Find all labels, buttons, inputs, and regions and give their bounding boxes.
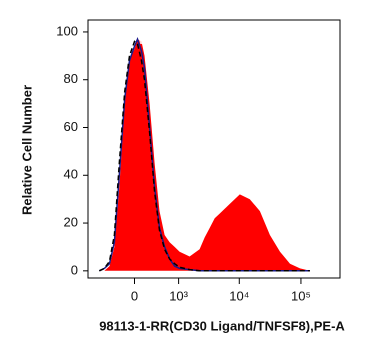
watermark: WWW.PTGLAB.COM bbox=[90, 24, 329, 49]
y-tick-label: 20 bbox=[64, 214, 78, 229]
y-axis-title: Relative Cell Number bbox=[19, 85, 34, 215]
histogram-area bbox=[99, 39, 310, 271]
y-tick-label: 40 bbox=[64, 167, 78, 182]
y-tick-label: 100 bbox=[56, 23, 78, 38]
histogram-line bbox=[98, 40, 310, 272]
x-tick-label: 10⁴ bbox=[229, 288, 249, 303]
x-tick-label: 10³ bbox=[169, 288, 188, 303]
y-tick-label: 60 bbox=[64, 119, 78, 134]
x-axis-title: 98113-1-RR(CD30 Ligand/TNFSF8),PE-A bbox=[99, 318, 345, 333]
x-tick-label: 0 bbox=[131, 288, 138, 303]
y-tick-label: 0 bbox=[71, 262, 78, 277]
x-tick-label: 10⁵ bbox=[291, 288, 311, 303]
y-tick-label: 80 bbox=[64, 71, 78, 86]
